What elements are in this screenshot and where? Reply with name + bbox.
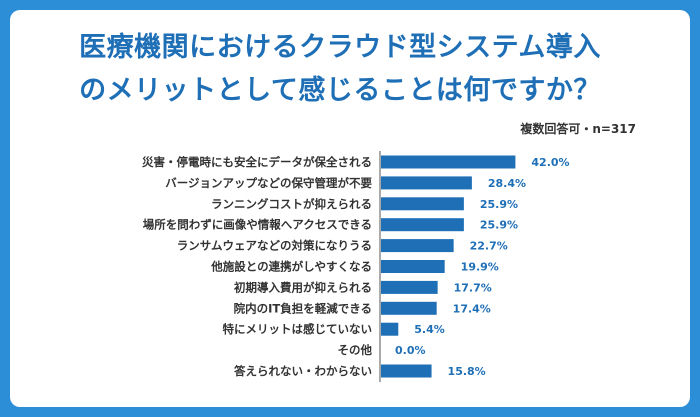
bar <box>381 176 472 190</box>
category-label: ランサムウェアなどの対策になりうる <box>177 239 372 253</box>
bar <box>381 218 464 232</box>
value-label: 5.4% <box>414 323 445 336</box>
value-label: 17.7% <box>454 281 492 294</box>
category-label: 場所を問わずに画像や情報へアクセスできる <box>143 218 372 232</box>
bar <box>381 155 516 169</box>
category-label: 災害・停電時にも安全にデータが保全される <box>141 155 372 169</box>
value-label: 28.4% <box>488 177 526 190</box>
bar <box>381 364 432 378</box>
category-label: 答えられない・わからない <box>233 364 372 378</box>
category-label: 他施設との連携がしやすくなる <box>210 260 372 274</box>
value-label: 0.0% <box>395 344 426 357</box>
category-label: バージョンアップなどの保守管理が不要 <box>165 176 372 190</box>
bar <box>381 280 438 294</box>
category-label: 院内のIT負担を軽減できる <box>234 301 372 315</box>
category-label: 特にメリットは感じていない <box>223 322 373 336</box>
category-label: 初期導入費用が抑えられる <box>234 280 372 294</box>
category-label: その他 <box>338 343 373 357</box>
bar <box>381 301 437 315</box>
value-label: 22.7% <box>470 240 508 253</box>
value-label: 15.8% <box>448 365 486 378</box>
bar <box>381 239 454 253</box>
sample-note: 複数回答可・n=317 <box>520 122 636 136</box>
bar <box>381 197 464 211</box>
value-label: 25.9% <box>480 198 518 211</box>
chart-title-line-1: 医療機関におけるクラウド型システム導入 <box>79 32 601 63</box>
bar <box>381 260 445 273</box>
value-label: 25.9% <box>480 219 518 232</box>
bar <box>381 322 399 336</box>
value-label: 17.4% <box>453 302 491 315</box>
category-label: ランニングコストが抑えられる <box>211 197 372 211</box>
value-label: 19.9% <box>461 261 499 274</box>
chart-title-line-2: のメリットとして感じることは何ですか？ <box>79 75 601 106</box>
value-label: 42.0% <box>531 156 569 169</box>
chart-card <box>10 10 690 407</box>
